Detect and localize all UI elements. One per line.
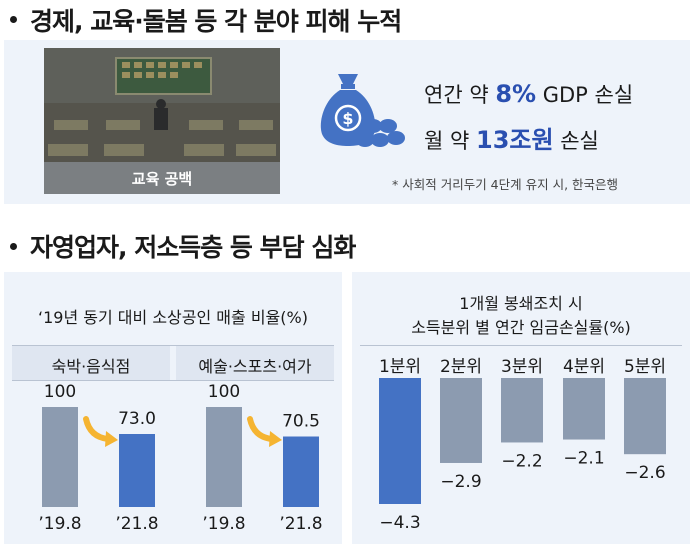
category-label: 4분위: [563, 357, 605, 377]
bar: [206, 407, 242, 507]
left-chart-divider: [12, 380, 334, 381]
category-label: 3분위: [501, 357, 543, 377]
classroom-photo: 교육 공백: [44, 48, 280, 194]
right-chart-title-line2: 소득분위 별 연간 임금손실률(%): [411, 318, 631, 337]
photo-caption: 교육 공백: [131, 170, 193, 188]
category-label: 2분위: [440, 357, 482, 377]
bar: [283, 436, 319, 507]
loss-line-2-value: 13조원: [476, 126, 554, 154]
value-label: 100: [208, 382, 240, 402]
section2-heading: 자영업자, 저소득층 등 부담 심화: [30, 233, 356, 262]
bar: [563, 378, 605, 440]
value-label: −2.1: [563, 449, 604, 469]
loss-line-1-suffix: GDP 손실: [536, 83, 634, 107]
bar: [42, 407, 78, 507]
bar: [440, 378, 482, 463]
bar: [119, 434, 155, 507]
right-chart-panel: 1개월 봉쇄조치 시 소득분위 별 연간 임금손실률(%) 1분위 2분위 3분위 4…: [352, 272, 690, 544]
photo-caption-band: [44, 162, 280, 194]
value-label: −2.6: [624, 463, 665, 483]
bar: [624, 378, 666, 455]
loss-line-2-prefix: 월 약: [424, 129, 476, 153]
right-bar-chart: 1분위 2분위 3분위 4분위 5분위 −4.3 −2.9 −2.2 −2.1 −2.6: [379, 357, 666, 533]
bullet-dot: [10, 16, 17, 23]
left-chart-panel: ‘19년 동기 대비 소상공인 매출 비율(%) 숙박·음식점 예술·스포츠·여…: [4, 272, 342, 544]
money-bag-icon: $: [320, 74, 405, 147]
section1-heading: 경제, 교육·돌봄 등 각 분야 피해 누적: [30, 7, 402, 36]
category-label: ’19.8: [202, 514, 245, 534]
category-label: ’21.8: [115, 514, 158, 534]
value-label: −2.2: [501, 451, 542, 471]
panel-header-arts: 예술·스포츠·여가: [198, 357, 312, 376]
value-label: 100: [44, 382, 76, 402]
loss-line-1-value: 8%: [495, 80, 537, 108]
loss-line-2: 월 약 13조원 손실: [424, 120, 599, 155]
category-label: ’21.8: [279, 514, 322, 534]
loss-line-1: 연간 약 8% GDP 손실: [424, 79, 633, 109]
loss-line-2-suffix: 손실: [553, 129, 599, 153]
value-label: 73.0: [118, 409, 156, 429]
category-label: 5분위: [624, 357, 666, 377]
value-label: −4.3: [379, 513, 420, 533]
bar: [501, 378, 543, 443]
category-label: ’19.8: [38, 514, 81, 534]
panel-header-box: [176, 346, 334, 380]
bullet-dot: [10, 243, 17, 250]
svg-text:$: $: [342, 109, 353, 128]
left-chart-title: ‘19년 동기 대비 소상공인 매출 비율(%): [38, 308, 308, 327]
trend-arrow-head: [105, 431, 118, 447]
loss-line-1-prefix: 연간 약: [424, 83, 496, 107]
right-chart-title-line1: 1개월 봉쇄조치 시: [459, 294, 583, 313]
footnote: * 사회적 거리두기 4단계 유지 시, 한국은행: [392, 177, 619, 192]
left-bar-chart: 100 ’19.8 73.0 ’21.8 100 ’19.8 70.5 ’21.8: [38, 382, 322, 534]
trend-arrow: [247, 416, 275, 442]
trend-arrow: [83, 416, 111, 442]
bar: [379, 378, 421, 504]
panel-header-lodging: 숙박·음식점: [51, 357, 131, 376]
category-label: 1분위: [379, 357, 421, 377]
right-chart-divider: [360, 345, 682, 346]
panel-header-box: [12, 346, 170, 380]
value-label: 70.5: [282, 412, 320, 432]
trend-arrow-head: [269, 431, 282, 447]
left-chart-divider: [12, 345, 334, 346]
value-label: −2.9: [440, 472, 481, 492]
